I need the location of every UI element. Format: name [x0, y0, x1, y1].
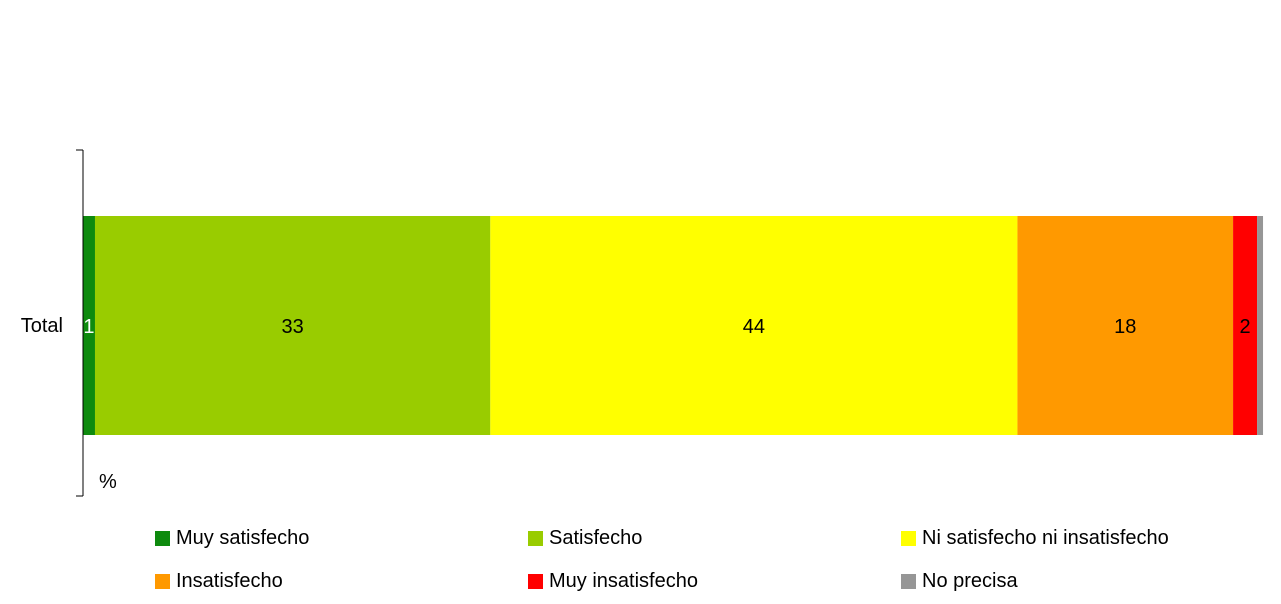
x-axis-label: % — [99, 471, 117, 493]
legend-item-no-precisa: No precisa — [901, 570, 1018, 593]
legend-item-ni-satisfecho-ni-insatisfecho: Ni satisfecho ni insatisfecho — [901, 527, 1169, 550]
legend-item-muy-insatisfecho: Muy insatisfecho — [528, 570, 698, 593]
bar-value-labels: 1 33 44 18 2 — [83, 316, 1250, 338]
legend-item-muy-satisfecho: Muy satisfecho — [155, 527, 309, 550]
data-label-muy-insatisfecho: 2 — [1239, 316, 1250, 338]
bar-segment-muy-insatisfecho — [1233, 216, 1258, 435]
legend-swatch — [528, 574, 543, 589]
bar-segments — [83, 216, 1264, 435]
legend-label: Ni satisfecho ni insatisfecho — [922, 527, 1169, 549]
bar-segment-no-precisa — [1257, 216, 1264, 435]
legend-swatch — [528, 531, 543, 546]
data-label-insatisfecho: 18 — [1114, 316, 1136, 338]
legend-label: Muy insatisfecho — [549, 570, 698, 592]
bar-segment-satisfecho — [94, 216, 491, 435]
data-label-satisfecho: 33 — [282, 316, 304, 338]
legend-swatch — [901, 574, 916, 589]
data-label-ni-satisfecho-ni-insatisfecho: 44 — [743, 316, 765, 338]
legend-swatch — [901, 531, 916, 546]
legend-label: Muy satisfecho — [176, 527, 310, 549]
legend-item-insatisfecho: Insatisfecho — [155, 570, 283, 593]
legend-label: No precisa — [922, 570, 1018, 592]
bar-segment-ni-satisfecho-ni-insatisfecho — [490, 216, 1018, 435]
legend-label: Satisfecho — [549, 527, 643, 549]
category-label: Total — [21, 315, 63, 337]
bar-segment-insatisfecho — [1017, 216, 1234, 435]
legend-label: Insatisfecho — [176, 570, 283, 592]
legend-swatch — [155, 574, 170, 589]
data-label-muy-satisfecho: 1 — [83, 316, 94, 338]
legend-swatch — [155, 531, 170, 546]
bar-segment-muy-satisfecho — [83, 216, 95, 435]
legend-item-satisfecho: Satisfecho — [528, 527, 642, 550]
